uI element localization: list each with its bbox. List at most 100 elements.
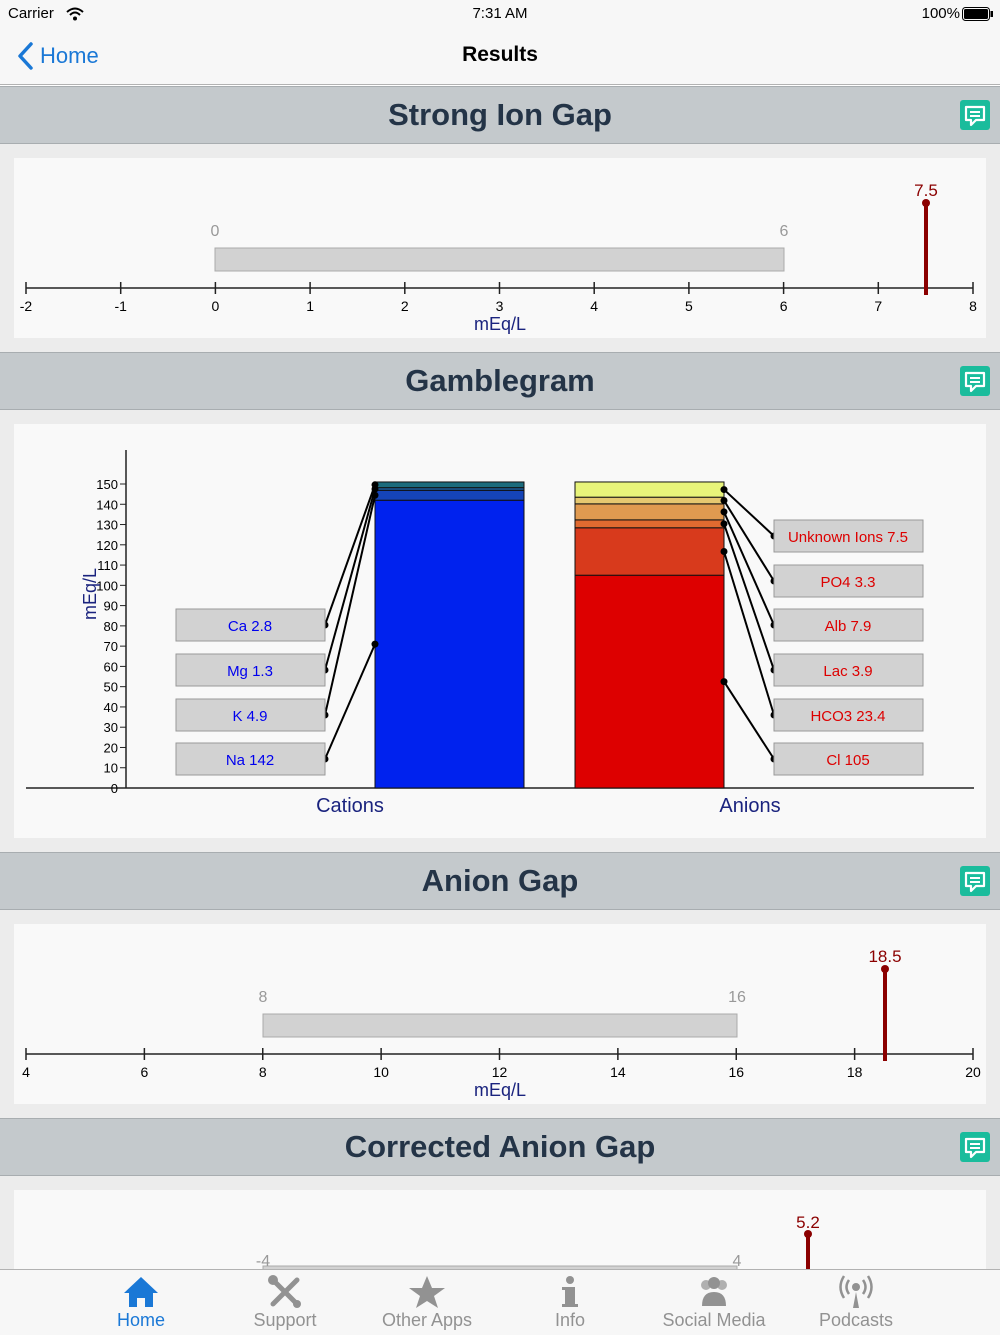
cation-label: Ca 2.8 — [228, 618, 272, 635]
battery-icon — [962, 7, 993, 21]
back-button[interactable]: Home — [12, 38, 112, 74]
chevron-left-icon — [18, 42, 33, 70]
tab-label: Info — [554, 1310, 586, 1330]
axis-label: mEq/L — [474, 1080, 526, 1100]
connector-dot — [371, 491, 379, 499]
anion-label: Unknown Ions 7.5 — [788, 529, 908, 546]
anions-label: Anions — [719, 795, 780, 817]
tab-other-apps[interactable]: Other Apps — [362, 1270, 492, 1335]
y-tick-label: 40 — [104, 700, 118, 715]
range-low-label: 0 — [211, 223, 220, 240]
y-tick-label: 90 — [104, 599, 118, 614]
info-icon — [562, 1276, 578, 1307]
anion-segment-alb — [574, 503, 725, 521]
tick-label: 12 — [492, 1064, 508, 1080]
status-bar: Carrier 7:31 AM 100% — [0, 0, 1000, 28]
connector-line — [324, 495, 376, 716]
connector-line — [324, 484, 376, 626]
anion-label: Cl 105 — [826, 752, 869, 769]
connector-dot — [720, 508, 728, 516]
tab-social-media[interactable]: Social Media — [649, 1270, 779, 1335]
strong-ion-gap-panel: 0 6 -2 -1 0 1 2 3 4 5 6 7 8 7.5 mEq/L — [14, 158, 986, 338]
anion-segment-po4 — [574, 496, 725, 505]
tick-label: 18 — [847, 1064, 863, 1080]
connector-dot — [720, 678, 728, 686]
comment-button[interactable] — [960, 866, 990, 896]
anion-label-box — [773, 519, 924, 553]
connector-line — [324, 488, 376, 671]
tab-support[interactable]: Support — [220, 1270, 350, 1335]
navigation-bar: Home Results — [0, 28, 1000, 85]
tick-label: 6 — [780, 298, 788, 314]
comment-button[interactable] — [960, 366, 990, 396]
anion-label-box — [773, 653, 924, 687]
tab-info[interactable]: Info — [505, 1270, 635, 1335]
tab-podcasts[interactable]: Podcasts — [791, 1270, 921, 1335]
range-high-label: 6 — [780, 223, 789, 240]
value-marker-label: 5.2 — [796, 1213, 820, 1232]
y-tick-label: 10 — [104, 761, 118, 776]
comment-icon — [964, 871, 986, 893]
range-low-label: -4 — [256, 1253, 270, 1269]
comment-icon — [964, 371, 986, 393]
cation-label-box — [175, 653, 326, 687]
connector-dot — [720, 547, 728, 555]
anion-segment-unknown-ions — [574, 481, 725, 498]
cation-label: K 4.9 — [232, 708, 267, 725]
connector-dot — [371, 640, 379, 648]
tick-label: 16 — [728, 1064, 744, 1080]
tick-label: 1 — [306, 298, 314, 314]
anion-segment-hco3 — [574, 527, 725, 576]
range-high-label: 16 — [728, 989, 746, 1006]
section-title: Anion Gap — [421, 863, 579, 898]
y-tick-label: 20 — [104, 740, 118, 755]
range-low-label: 8 — [259, 989, 268, 1006]
tick-label: 6 — [140, 1064, 148, 1080]
cation-label-box — [175, 608, 326, 642]
tab-label: Home — [116, 1310, 165, 1330]
tick-label: 5 — [685, 298, 693, 314]
section-header-gamblegram: Gamblegram — [0, 352, 1000, 410]
y-tick-label: 70 — [104, 639, 118, 654]
comment-button[interactable] — [960, 1132, 990, 1162]
connector-line — [723, 488, 775, 537]
y-tick-label: 80 — [104, 619, 118, 634]
podcast-icon — [839, 1275, 873, 1308]
cation-label: Na 142 — [226, 752, 274, 769]
section-title: Strong Ion Gap — [388, 97, 612, 132]
anion-label: Alb 7.9 — [825, 618, 872, 635]
range-high-label: 4 — [733, 1253, 742, 1269]
y-tick-label: 100 — [96, 578, 118, 593]
y-tick-label: 0 — [111, 781, 118, 796]
value-marker-label: 18.5 — [868, 947, 901, 966]
back-button-label: Home — [40, 43, 99, 68]
cation-segment-ca — [374, 481, 525, 489]
tab-label: Social Media — [662, 1310, 766, 1330]
reference-range-bar — [262, 1013, 738, 1038]
axis-label: mEq/L — [474, 314, 526, 334]
comment-icon — [964, 1137, 986, 1159]
tick-label: 8 — [969, 298, 977, 314]
connector-line — [723, 511, 775, 626]
tick-label: 2 — [401, 298, 409, 314]
comment-icon — [964, 105, 986, 127]
tick-label: 7 — [874, 298, 882, 314]
section-title: Corrected Anion Gap — [344, 1129, 656, 1164]
y-tick-label: 30 — [104, 720, 118, 735]
anion-label: PO4 3.3 — [820, 574, 875, 591]
tab-home[interactable]: Home — [76, 1270, 206, 1335]
value-marker-dot — [804, 1230, 812, 1238]
comment-button[interactable] — [960, 100, 990, 130]
page-title: Results — [462, 43, 538, 66]
connector-dot — [371, 485, 379, 493]
anion-label-box — [773, 564, 924, 598]
connector-line — [723, 681, 775, 760]
home-icon — [124, 1277, 158, 1307]
tick-label: 8 — [259, 1064, 267, 1080]
connector-dot — [720, 520, 728, 528]
anion-gap-panel: 8 16 4 6 8 10 12 14 16 18 20 18.5 mEq/L — [14, 924, 986, 1104]
tick-label: 20 — [965, 1064, 981, 1080]
tools-icon — [268, 1275, 301, 1308]
corrected-anion-gap-panel: -4 4 5.2 — [14, 1190, 986, 1290]
anion-label: HCO3 23.4 — [810, 708, 885, 725]
